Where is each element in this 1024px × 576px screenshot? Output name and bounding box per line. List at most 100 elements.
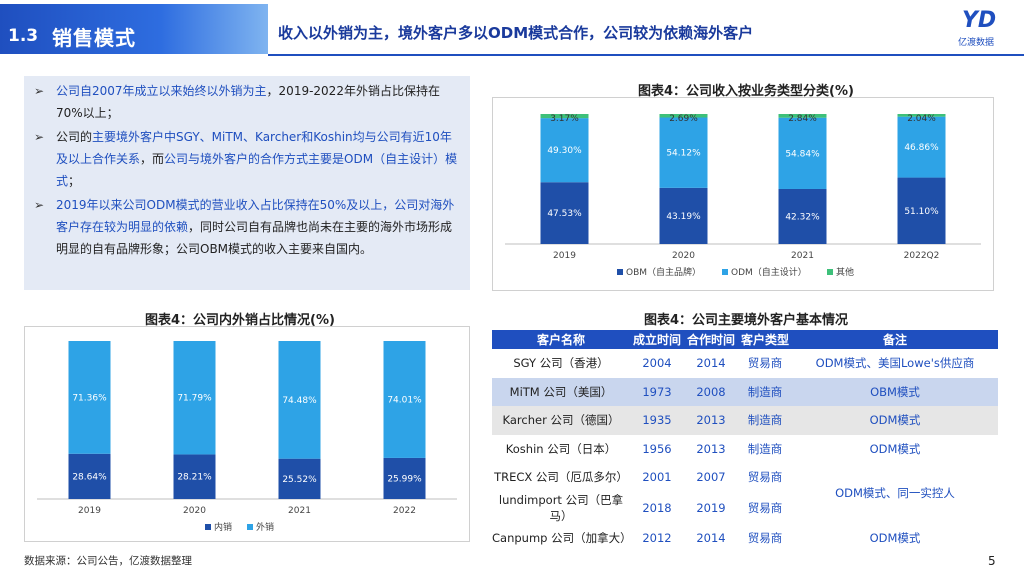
col-header-founded: 成立时间 [630, 330, 684, 349]
bullet-highlight: 主要境外客户中SGY、MiTM、Karcher和Koshin均与公司有近10年及… [56, 130, 452, 166]
col-header-note: 备注 [792, 330, 998, 349]
data-label: 2.69% [669, 114, 698, 124]
bar-segment [540, 118, 589, 183]
col-header-type: 客户类型 [738, 330, 792, 349]
bar-segment [383, 457, 426, 499]
data-label: 74.48% [282, 396, 317, 406]
x-tick-label: 2019 [553, 251, 576, 261]
cell-name: Koshin 公司（日本） [492, 434, 630, 463]
bar-segment [659, 114, 708, 118]
cell-founded: 2004 [630, 349, 684, 378]
section-title: 销售模式 [52, 26, 136, 50]
data-label: 51.10% [904, 207, 939, 217]
cell-type: 贸易商 [738, 463, 792, 492]
cell-type: 贸易商 [738, 491, 792, 524]
data-label: 28.21% [177, 473, 212, 483]
data-label: 25.99% [387, 474, 422, 484]
bullet-arrow-icon: ➢ [34, 130, 45, 144]
chart-domestic-box: 28.64% 71.36% 2019 28.21% 71.79% 2020 25.52% 74… [24, 326, 470, 542]
cell-name: lundimport 公司（巴拿马） [492, 491, 630, 524]
bar-segment [278, 341, 321, 459]
bar-segment [778, 188, 827, 244]
bar-segment [897, 177, 946, 244]
cell-since: 2013 [684, 406, 738, 435]
bullet-plain: ，同时公司自有品牌也尚未在主要的海外市场形成明显的自有品牌形象；公司OBM模式的… [56, 220, 453, 256]
bullet-box: ➢ 公司自2007年成立以来始终以外销为主，2019-2022年外销占比保持在70… [24, 76, 470, 290]
bar-segment [897, 114, 946, 117]
table-row: Koshin 公司（日本） 1956 2013 制造商 ODM模式 [492, 434, 998, 463]
data-label: 3.17% [550, 114, 579, 124]
bullet-highlight: 2019年以来公司ODM模式的营业收入占比保持在50%及以上，公司对海外客户存在… [56, 198, 455, 234]
section-banner: 1.3 销售模式 [0, 4, 268, 54]
bar-segment [778, 117, 827, 189]
cell-since: 2007 [684, 463, 738, 492]
bar-segment [173, 454, 216, 499]
cell-type: 制造商 [738, 406, 792, 435]
cell-name: Canpump 公司（加拿大） [492, 523, 632, 552]
col-header-since: 合作时间 [684, 330, 738, 349]
table-header-row: 客户名称 成立时间 合作时间 客户类型 备注 [492, 330, 998, 349]
bullet-arrow-icon: ➢ [34, 84, 45, 98]
bullet-item: ➢ 公司的主要境外客户中SGY、MiTM、Karcher和Koshin均与公司有近… [34, 126, 460, 192]
data-label: 71.79% [177, 394, 212, 404]
legend-swatch [205, 524, 211, 530]
chart-domestic: 28.64% 71.36% 2019 28.21% 71.79% 2020 25.52% 74… [37, 341, 457, 533]
customer-table: 客户名称 成立时间 合作时间 客户类型 备注 SGY 公司（香港） 2004 201… [492, 330, 998, 552]
data-label: 25.52% [282, 475, 317, 485]
bar-segment [540, 114, 589, 119]
data-label: 42.32% [785, 212, 820, 222]
legend-label: OBM（自主品牌） [626, 266, 701, 278]
x-tick-label: 2020 [183, 506, 206, 516]
data-label: 46.86% [904, 143, 939, 153]
cell-name: Karcher 公司（德国） [492, 406, 630, 435]
bar-segment [68, 341, 111, 454]
x-tick-label: 2019 [78, 506, 101, 516]
data-label: 49.30% [547, 146, 582, 156]
x-tick-label: 2022Q2 [904, 251, 940, 261]
slide-header: 1.3 销售模式 收入以外销为主，境外客户多以ODM模式合作，公司较为依赖海外客… [0, 0, 1024, 62]
legend-label: 内销 [214, 521, 232, 533]
bar-segment [659, 117, 708, 188]
chart-business: 47.53% 49.30% 3.17% 2019 43.19% 54.12% 2.69% 20… [505, 114, 981, 278]
legend-swatch [722, 269, 728, 275]
bullet-highlight: 公司自2007年成立以来始终以外销为主 [56, 84, 267, 98]
cell-founded: 2001 [630, 463, 684, 492]
chart-business-box: 47.53% 49.30% 3.17% 2019 43.19% 54.12% 2.69% 20… [492, 97, 994, 291]
logo-mark-icon: YD [962, 8, 997, 33]
bullet-plain: 公司的 [56, 130, 93, 144]
bullet-text: 公司自2007年成立以来始终以外销为主，2019-2022年外销占比保持在70%… [56, 80, 460, 124]
x-tick-label: 2021 [791, 251, 814, 261]
data-label: 71.36% [72, 393, 107, 403]
bullet-plain: ，2019-2022年外销占比保持在70%以上； [56, 84, 440, 120]
bullet-plain: ； [68, 174, 81, 188]
table-row: Karcher 公司（德国） 1935 2013 制造商 ODM模式 [492, 406, 998, 435]
cell-founded: 2012 [630, 523, 684, 552]
bullet-arrow-icon: ➢ [34, 198, 45, 212]
data-label: 2.04% [907, 114, 936, 124]
bullet-item: ➢ 2019年以来公司ODM模式的营业收入占比保持在50%及以上，公司对海外客户存… [34, 194, 460, 260]
cell-note: ODM模式 [792, 523, 998, 552]
table-title-customers: 图表4：公司主要境外客户基本情况 [643, 313, 849, 328]
cell-founded: 1935 [630, 406, 684, 435]
cell-name: SGY 公司（香港） [492, 349, 630, 378]
legend-label: ODM（自主设计） [731, 266, 807, 278]
bullet-text: 公司的主要境外客户中SGY、MiTM、Karcher和Koshin均与公司有近1… [56, 126, 460, 192]
section-number: 1.3 [8, 26, 39, 46]
cell-name: TRECX 公司（厄瓜多尔） [492, 463, 630, 492]
cell-type: 贸易商 [738, 349, 792, 378]
col-header-name: 客户名称 [492, 330, 630, 349]
cell-type: 制造商 [738, 377, 792, 406]
bar-segment [383, 341, 426, 458]
cell-note: OBM模式 [792, 377, 998, 406]
x-tick-label: 2020 [672, 251, 695, 261]
cell-note: ODM模式、美国Lowe's供应商 [792, 349, 998, 378]
chart-title-domestic: 图表4：公司内外销占比情况(%) [145, 313, 335, 328]
bar-segment [278, 458, 321, 499]
bullet-item: ➢ 公司自2007年成立以来始终以外销为主，2019-2022年外销占比保持在70… [34, 80, 460, 124]
bar-segment [897, 116, 946, 178]
bar-segment [659, 187, 708, 244]
legend-label: 其他 [836, 266, 854, 278]
cell-note: ODM模式、同一实控人 [792, 463, 998, 524]
bar-segment [540, 182, 589, 244]
table-row: SGY 公司（香港） 2004 2014 贸易商 ODM模式、美国Lowe's供应商 [492, 349, 998, 378]
